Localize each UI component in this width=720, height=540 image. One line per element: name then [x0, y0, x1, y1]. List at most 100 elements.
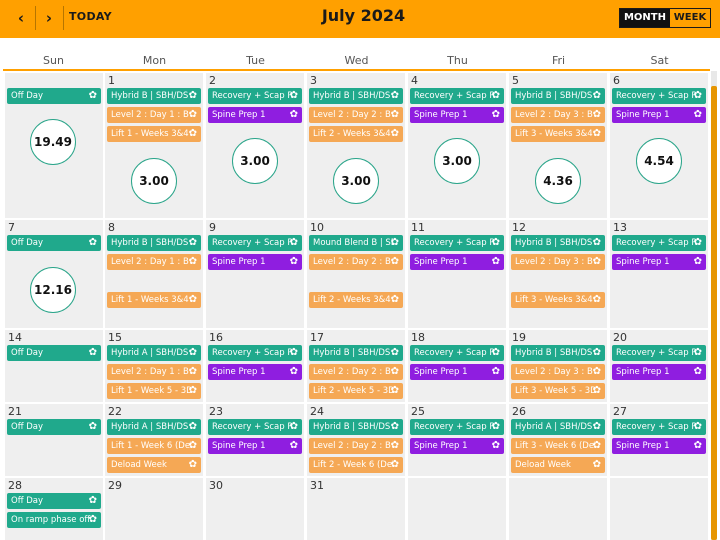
chevron-right-icon[interactable]: › — [45, 9, 53, 27]
calendar-event[interactable]: Hybrid B | SBH/DS | ✿ — [309, 345, 403, 361]
gear-icon[interactable]: ✿ — [592, 459, 601, 470]
gear-icon[interactable]: ✿ — [188, 237, 197, 248]
calendar-event[interactable]: Deload Week ✿ — [107, 457, 201, 473]
gear-icon[interactable]: ✿ — [289, 237, 298, 248]
calendar-event[interactable]: Recovery + Scap Retr✿ — [410, 88, 504, 104]
calendar-event[interactable]: Recovery + Scap Retr✿ — [208, 419, 302, 435]
calendar-event[interactable]: Spine Prep 1 ✿ — [410, 107, 504, 123]
gear-icon[interactable]: ✿ — [491, 256, 500, 267]
gear-icon[interactable]: ✿ — [390, 109, 399, 120]
calendar-event[interactable]: Off Day ✿ — [7, 345, 101, 361]
today-button[interactable]: TODAY — [69, 10, 112, 23]
calendar-event[interactable]: Recovery + Scap Retr✿ — [612, 235, 706, 251]
calendar-event[interactable]: Hybrid B | SBH/DS | ✿ — [309, 88, 403, 104]
calendar-event[interactable]: Level 2 : Day 3 : B ✿ — [511, 254, 605, 270]
calendar-event[interactable]: Lift 2 - Week 6 (Deloa✿ — [309, 457, 403, 473]
gear-icon[interactable]: ✿ — [390, 385, 399, 396]
gear-icon[interactable]: ✿ — [88, 90, 97, 101]
calendar-event[interactable]: Off Day ✿ — [7, 493, 101, 509]
calendar-event[interactable]: Spine Prep 1 ✿ — [208, 438, 302, 454]
calendar-event[interactable]: Spine Prep 1 ✿ — [208, 254, 302, 270]
calendar-event[interactable]: Spine Prep 1 ✿ — [612, 107, 706, 123]
gear-icon[interactable]: ✿ — [88, 421, 97, 432]
gear-icon[interactable]: ✿ — [289, 347, 298, 358]
calendar-day-cell[interactable]: 12 Hybrid B | SBH/DS | ✿ Level 2 : Day 3 : … — [509, 220, 607, 328]
calendar-event[interactable]: Recovery + Scap Retr✿ — [410, 419, 504, 435]
calendar-day-cell[interactable]: 3 Hybrid B | SBH/DS | ✿ Level 2 : Day 2 : B… — [307, 73, 405, 218]
calendar-event[interactable]: Lift 3 - Weeks 3&4 - 3✿ — [511, 292, 605, 308]
calendar-day-cell[interactable]: 7 Off Day ✿ 12.16 — [5, 220, 103, 328]
calendar-event[interactable]: Lift 2 - Week 5 - 3DF ✿ — [309, 383, 403, 399]
gear-icon[interactable]: ✿ — [289, 90, 298, 101]
gear-icon[interactable]: ✿ — [693, 440, 702, 451]
calendar-event[interactable]: Recovery + Scap Retr✿ — [208, 88, 302, 104]
calendar-event[interactable]: Recovery + Scap Retr✿ — [410, 345, 504, 361]
gear-icon[interactable]: ✿ — [491, 109, 500, 120]
calendar-event[interactable]: Level 2 : Day 2 : B ✿ — [309, 107, 403, 123]
calendar-event[interactable]: On ramp phase off ✿ — [7, 512, 101, 528]
calendar-event[interactable]: Hybrid A | SBH/DS | ✿ — [107, 419, 201, 435]
calendar-day-cell[interactable]: 8 Hybrid B | SBH/DS | ✿ Level 2 : Day 1 : B… — [105, 220, 203, 328]
calendar-day-cell[interactable]: 21 Off Day ✿ — [5, 404, 103, 476]
gear-icon[interactable]: ✿ — [592, 109, 601, 120]
calendar-event[interactable]: Lift 3 - Weeks 3&4 - 3✿ — [511, 126, 605, 142]
calendar-event[interactable]: Level 2 : Day 3 : B ✿ — [511, 364, 605, 380]
gear-icon[interactable]: ✿ — [592, 440, 601, 451]
gear-icon[interactable]: ✿ — [390, 90, 399, 101]
calendar-event[interactable]: Spine Prep 1 ✿ — [208, 107, 302, 123]
gear-icon[interactable]: ✿ — [188, 440, 197, 451]
gear-icon[interactable]: ✿ — [188, 90, 197, 101]
gear-icon[interactable]: ✿ — [390, 128, 399, 139]
gear-icon[interactable]: ✿ — [491, 90, 500, 101]
calendar-day-cell[interactable]: 19 Hybrid B | SBH/DS | ✿ Level 2 : Day 3 : … — [509, 330, 607, 402]
gear-icon[interactable]: ✿ — [491, 421, 500, 432]
gear-icon[interactable]: ✿ — [390, 256, 399, 267]
gear-icon[interactable]: ✿ — [188, 347, 197, 358]
calendar-event[interactable]: Spine Prep 1 ✿ — [208, 364, 302, 380]
gear-icon[interactable]: ✿ — [693, 90, 702, 101]
calendar-day-cell[interactable]: Off Day ✿ 19.49 — [5, 73, 103, 218]
calendar-event[interactable]: Lift 2 - Weeks 3&4 - 3✿ — [309, 126, 403, 142]
calendar-event[interactable]: Lift 1 - Week 6 (Deloa✿ — [107, 438, 201, 454]
week-view-button[interactable]: WEEK — [673, 12, 707, 23]
gear-icon[interactable]: ✿ — [592, 366, 601, 377]
gear-icon[interactable]: ✿ — [188, 421, 197, 432]
calendar-event[interactable]: Recovery + Scap Retr✿ — [410, 235, 504, 251]
calendar-day-cell[interactable] — [610, 478, 708, 540]
calendar-event[interactable]: Lift 1 - Weeks 3&4 - 3✿ — [107, 126, 201, 142]
calendar-event[interactable]: Spine Prep 1 ✿ — [612, 254, 706, 270]
calendar-day-cell[interactable]: 15 Hybrid A | SBH/DS | ✿ Level 2 : Day 1 : … — [105, 330, 203, 402]
calendar-event[interactable]: Recovery + Scap Retr✿ — [612, 419, 706, 435]
calendar-event[interactable]: Lift 1 - Week 5 - 3DF ✿ — [107, 383, 201, 399]
calendar-event[interactable]: Level 2 : Day 2 : B ✿ — [309, 438, 403, 454]
calendar-day-cell[interactable]: 30 — [206, 478, 304, 540]
gear-icon[interactable]: ✿ — [390, 440, 399, 451]
calendar-event[interactable]: Recovery + Scap Retr✿ — [612, 345, 706, 361]
calendar-event[interactable]: Hybrid B | SBH/DS | ✿ — [511, 235, 605, 251]
calendar-event[interactable]: Recovery + Scap Retr✿ — [208, 345, 302, 361]
calendar-event[interactable]: Off Day ✿ — [7, 419, 101, 435]
calendar-day-cell[interactable]: 1 Hybrid B | SBH/DS | ✿ Level 2 : Day 1 : B… — [105, 73, 203, 218]
gear-icon[interactable]: ✿ — [289, 440, 298, 451]
month-view-button[interactable]: MONTH — [620, 9, 670, 27]
gear-icon[interactable]: ✿ — [592, 294, 601, 305]
calendar-event[interactable]: Hybrid A | SBH/DS | ✿ — [511, 419, 605, 435]
gear-icon[interactable]: ✿ — [188, 256, 197, 267]
calendar-day-cell[interactable]: 24 Hybrid B | SBH/DS | ✿ Level 2 : Day 2 : … — [307, 404, 405, 476]
calendar-day-cell[interactable] — [408, 478, 506, 540]
gear-icon[interactable]: ✿ — [592, 256, 601, 267]
gear-icon[interactable]: ✿ — [188, 459, 197, 470]
gear-icon[interactable]: ✿ — [390, 294, 399, 305]
gear-icon[interactable]: ✿ — [289, 109, 298, 120]
calendar-event[interactable]: Spine Prep 1 ✿ — [410, 254, 504, 270]
calendar-event[interactable]: Hybrid A | SBH/DS | ✿ — [107, 345, 201, 361]
gear-icon[interactable]: ✿ — [592, 90, 601, 101]
calendar-event[interactable]: Lift 3 - Week 5 - 3DF ✿ — [511, 383, 605, 399]
